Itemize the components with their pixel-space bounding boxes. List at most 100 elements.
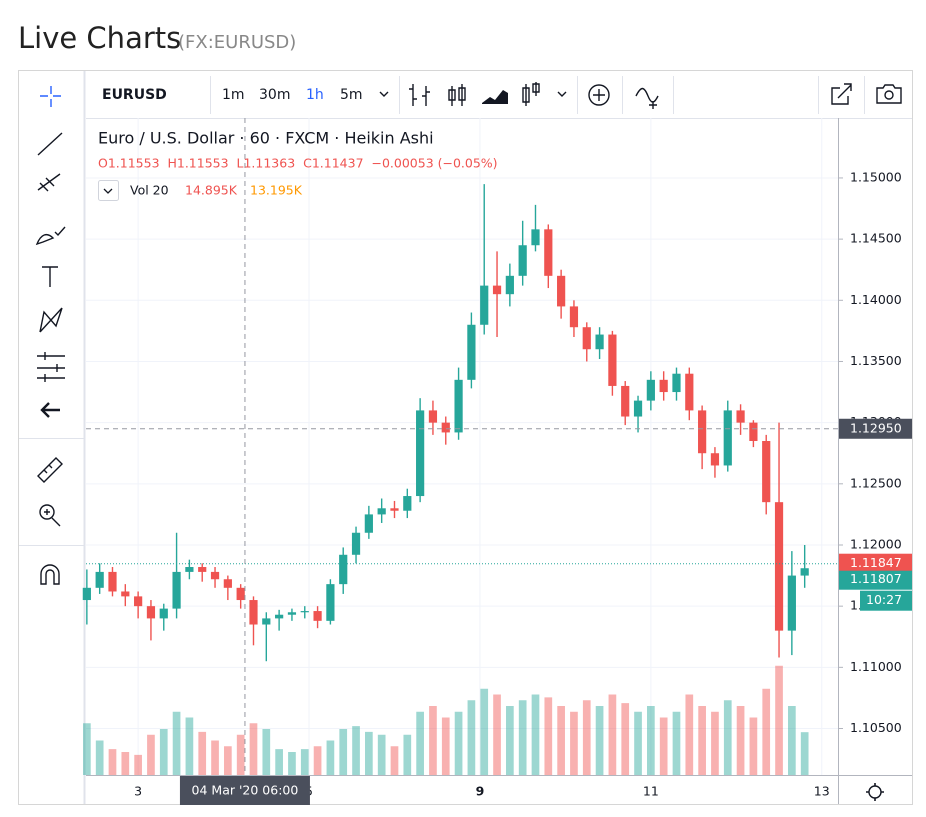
candle-body	[403, 496, 412, 511]
y-tick-label: 1.11000	[850, 659, 902, 674]
volume-ma: 13.195K	[250, 183, 303, 198]
volume-bar	[288, 752, 296, 775]
compare[interactable]	[593, 89, 605, 101]
volume-bar	[95, 740, 104, 775]
candle-body	[339, 554, 348, 585]
magnet-tool[interactable]	[40, 564, 60, 585]
overlay: Euro / U.S. Dollar · 60 · FXCM · Heikin …	[98, 129, 884, 801]
candle-body	[762, 440, 771, 503]
candle-body	[313, 611, 322, 621]
top-toolbar: EURUSD 1m 30m 1h 5m	[102, 76, 902, 114]
snapshot[interactable]	[884, 90, 894, 100]
candle-body	[736, 410, 745, 423]
candle-body	[698, 410, 707, 454]
volume-bar	[480, 688, 489, 775]
volume-bar	[275, 749, 283, 775]
candle-body	[569, 306, 579, 328]
candle-body	[300, 611, 309, 613]
candle-body	[198, 567, 207, 572]
candle-body	[121, 591, 130, 597]
candle-body	[505, 275, 514, 295]
candle-body	[672, 373, 681, 393]
volume-value: 14.895K	[185, 183, 238, 198]
candle-body	[172, 571, 181, 609]
text-tool[interactable]	[42, 266, 58, 287]
candles-style[interactable]	[448, 84, 466, 106]
left-toolbar	[19, 86, 84, 585]
interval[interactable]: 1h	[306, 87, 324, 103]
volume-bar	[608, 694, 617, 775]
volume-bar	[377, 734, 386, 775]
candle-body	[800, 568, 809, 576]
volume-bar	[416, 711, 424, 775]
measure-tool[interactable]	[37, 352, 65, 382]
candle-body	[364, 514, 373, 533]
bars-style[interactable]	[409, 84, 430, 106]
legend-title: Euro / U.S. Dollar · 60 · FXCM · Heikin …	[98, 129, 434, 148]
candle-body	[287, 612, 297, 615]
compare[interactable]	[588, 84, 610, 106]
interval[interactable]: 1m	[222, 87, 245, 103]
candle-body	[710, 453, 720, 466]
volume-bar	[300, 749, 309, 775]
x-tick-label: 11	[643, 784, 659, 799]
candle-body	[108, 571, 117, 592]
volume-bar	[224, 746, 232, 775]
fib-tool[interactable]	[37, 173, 61, 192]
dropdown[interactable]	[379, 91, 389, 97]
candle-body	[326, 584, 335, 621]
volume-bar	[390, 746, 399, 775]
volume-bar	[570, 711, 578, 775]
candle-body	[134, 596, 143, 607]
ruler-tool[interactable]	[37, 457, 63, 483]
volume-bar	[544, 697, 553, 775]
brush-tool[interactable]	[35, 226, 66, 246]
volume-bar	[672, 711, 681, 775]
volume-bar	[634, 711, 642, 775]
y-tick-label: 1.10500	[850, 720, 902, 735]
settings-icon[interactable]	[866, 783, 884, 801]
y-tick-label: 1.12500	[850, 475, 902, 490]
volume-bar	[698, 706, 706, 775]
y-tick-label: 1.14500	[850, 231, 902, 246]
candle-body	[95, 571, 104, 588]
zoom-tool[interactable]	[39, 504, 61, 527]
volume-bar	[262, 729, 271, 775]
volume-bar	[454, 711, 463, 775]
crosshair-tool[interactable]	[40, 86, 61, 107]
volume-bar	[800, 732, 809, 775]
area-style[interactable]	[482, 90, 508, 104]
volume-bar	[788, 706, 796, 775]
candle-body	[595, 334, 604, 350]
back-tool[interactable]	[40, 402, 60, 418]
volume-bar	[429, 706, 437, 775]
volume-bar	[403, 734, 412, 775]
y-tick-label: 1.13500	[850, 353, 902, 368]
candle-body	[685, 373, 694, 411]
pattern-tool[interactable]	[39, 307, 63, 333]
volume-bar	[147, 734, 155, 775]
countdown-label: 10:27	[866, 592, 902, 607]
volume-bar	[185, 717, 194, 775]
candle-body	[633, 400, 643, 417]
candle-body	[210, 571, 220, 580]
volume-bar	[736, 706, 745, 775]
ha-style[interactable]	[522, 82, 540, 106]
line-tool[interactable]	[37, 132, 63, 156]
dropdown[interactable]	[557, 91, 567, 97]
indicators[interactable]	[635, 87, 659, 110]
crosshair-price-label: 1.12950	[850, 420, 902, 435]
candle-body	[377, 508, 386, 515]
volume-bar	[159, 729, 168, 775]
snapshot[interactable]	[876, 84, 902, 104]
popout[interactable]	[831, 83, 852, 105]
candle-body	[787, 575, 796, 631]
candle-body	[441, 422, 450, 433]
crosshair-price-badge	[839, 418, 912, 439]
symbol[interactable]: EURUSD	[102, 87, 167, 103]
candle-body	[557, 275, 566, 307]
collapse-button[interactable]	[98, 180, 119, 201]
interval[interactable]: 30m	[259, 87, 290, 103]
page-title: Live Charts	[18, 21, 181, 55]
interval[interactable]: 5m	[340, 87, 363, 103]
